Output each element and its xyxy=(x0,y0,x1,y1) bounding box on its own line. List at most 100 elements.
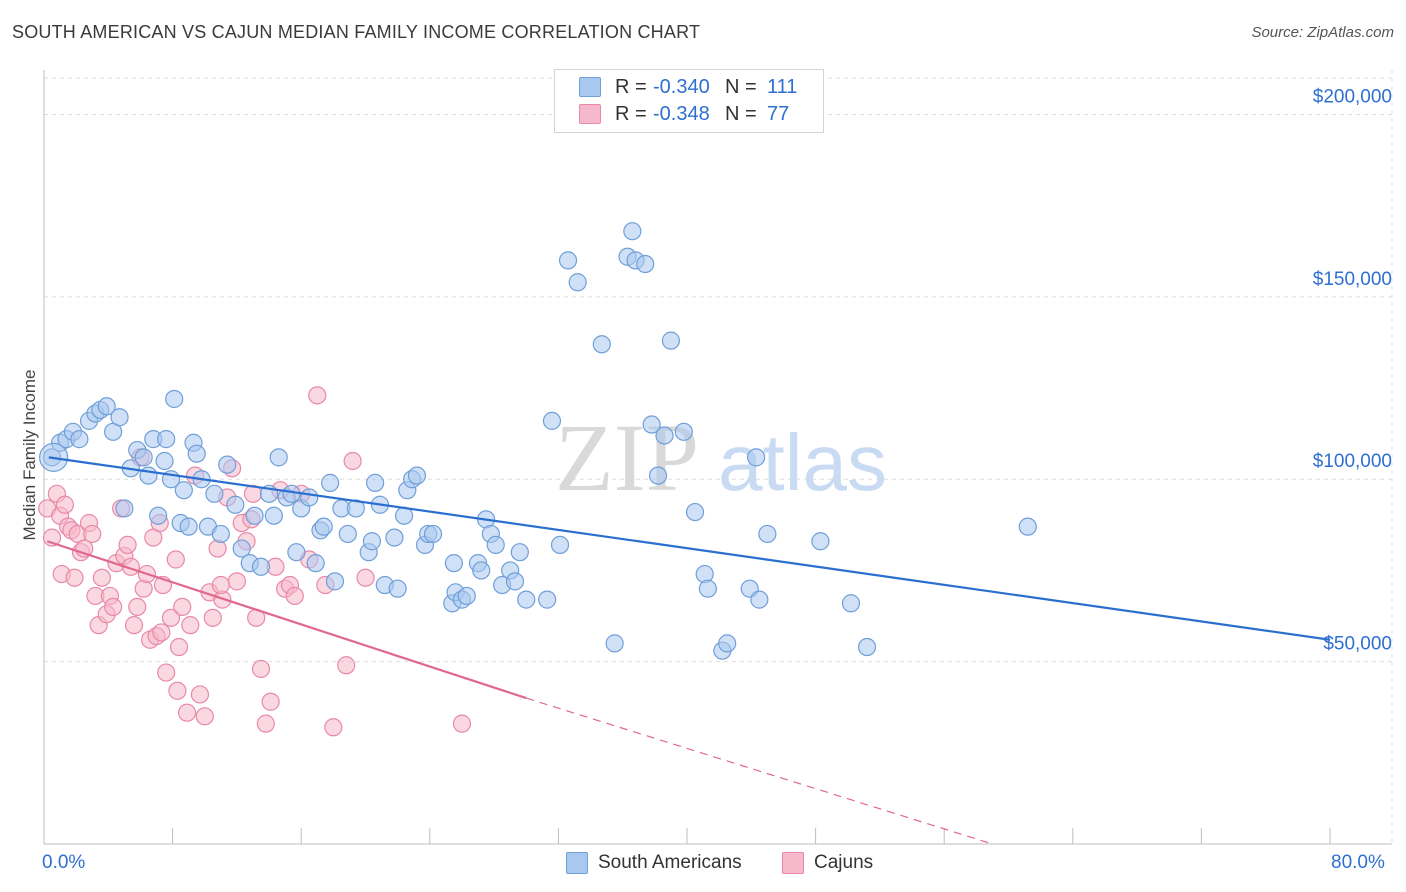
south-american-point xyxy=(321,473,340,492)
watermark-atlas: atlas xyxy=(718,418,887,507)
x-tick-label-start: 0.0% xyxy=(42,852,86,873)
cajun-point xyxy=(181,616,200,635)
stats-row-cajuns: R = -0.348 N = 77 xyxy=(579,101,789,127)
cajun-point xyxy=(211,575,230,595)
south-american-point xyxy=(517,590,536,609)
south-american-point xyxy=(205,484,224,503)
x-tick-label-end: 80.0% xyxy=(1331,852,1385,873)
south-american-point xyxy=(232,539,251,558)
south-american-point xyxy=(642,415,661,434)
y-tick-labels: $50,000 $100,000 $150,000 $200,000 xyxy=(1313,86,1392,654)
south-american-point xyxy=(314,517,333,536)
cajun-point xyxy=(83,524,102,544)
cajun-point xyxy=(308,386,327,405)
south-american-point xyxy=(97,397,116,416)
south-american-point xyxy=(674,422,693,441)
south-american-point xyxy=(362,532,382,551)
cajun-point xyxy=(161,608,181,627)
south-american-point xyxy=(750,590,769,609)
cajun-point xyxy=(118,535,137,554)
r-label: R = xyxy=(615,75,647,98)
chart-title: SOUTH AMERICAN VS CAJUN MEDIAN FAMILY IN… xyxy=(12,22,701,42)
cajun-point xyxy=(124,616,144,635)
y-tick-label: $150,000 xyxy=(1313,269,1392,290)
south-american-point xyxy=(388,579,407,598)
r-value: -0.348 xyxy=(653,102,710,125)
cajun-point xyxy=(55,495,74,514)
south-american-point xyxy=(407,466,427,485)
south-american-point xyxy=(306,554,325,573)
south-american-point xyxy=(251,557,271,576)
south-american-point xyxy=(623,222,642,241)
blue-swatch xyxy=(579,77,601,97)
south-american-point xyxy=(698,579,717,598)
gridlines xyxy=(44,70,1393,844)
cajun-point xyxy=(285,586,304,606)
cajun-point xyxy=(173,597,192,617)
pink-swatch xyxy=(782,852,804,874)
watermark-zip: ZIP xyxy=(555,404,699,511)
cajuns-trend-line xyxy=(46,540,527,700)
south-american-point xyxy=(346,499,365,518)
south-american-point xyxy=(718,634,737,653)
south-americans-trend-line xyxy=(48,456,1331,641)
south-american-point xyxy=(747,448,766,467)
south-american-point xyxy=(245,506,264,525)
pink-swatch xyxy=(579,104,601,124)
south-american-point xyxy=(568,273,587,292)
cajun-point xyxy=(452,714,472,733)
cajun-point xyxy=(166,550,185,569)
cajuns-trend-extension xyxy=(526,697,993,845)
cajun-point xyxy=(190,685,210,704)
south-american-point xyxy=(300,488,319,507)
cajun-point xyxy=(157,663,176,682)
south-american-point xyxy=(366,473,385,492)
south-american-point xyxy=(538,590,557,609)
legend-item-south-americans[interactable]: South Americans xyxy=(566,852,742,874)
cajun-point xyxy=(227,572,246,591)
south-american-point xyxy=(226,495,245,514)
cajuns-points xyxy=(38,386,472,737)
south-american-point xyxy=(661,331,681,350)
y-tick-label: $100,000 xyxy=(1313,451,1392,472)
y-tick-label: $50,000 xyxy=(1323,634,1392,655)
legend-item-cajuns[interactable]: Cajuns xyxy=(782,852,873,874)
south-american-point xyxy=(70,430,89,449)
south-american-point xyxy=(550,535,570,554)
cajun-point xyxy=(169,637,189,657)
legend-label: Cajuns xyxy=(814,852,874,873)
south-american-point xyxy=(486,535,505,554)
n-value: 111 xyxy=(767,75,798,98)
south-american-point xyxy=(269,448,288,467)
south-american-point xyxy=(592,335,611,354)
south-american-point xyxy=(558,251,578,270)
cajun-point xyxy=(251,659,271,679)
south-american-point xyxy=(648,466,668,485)
south-american-point xyxy=(505,572,525,591)
south-american-point xyxy=(655,426,674,445)
south-american-point xyxy=(444,554,464,573)
cajun-point xyxy=(104,597,123,617)
south-american-point xyxy=(179,517,198,536)
trend-lines xyxy=(46,456,1331,845)
south-american-point xyxy=(115,499,134,518)
south-american-point xyxy=(605,634,624,653)
south-american-point xyxy=(174,481,193,500)
south-american-point xyxy=(287,543,306,562)
south-american-point xyxy=(1018,517,1037,536)
south-american-point xyxy=(264,506,283,525)
cajun-point xyxy=(65,568,84,587)
r-label: R = xyxy=(615,102,647,125)
cajun-point xyxy=(337,656,356,675)
stats-row-south-americans: R = -0.340 N = 111 xyxy=(579,74,797,100)
n-label: N = xyxy=(725,102,757,125)
cajun-point xyxy=(177,703,197,722)
n-value: 77 xyxy=(767,102,790,125)
south-american-point xyxy=(685,502,705,522)
cajun-point xyxy=(128,597,147,617)
cajun-point xyxy=(168,681,187,700)
south-american-point xyxy=(110,408,129,427)
south-american-point xyxy=(211,524,230,544)
cajun-point xyxy=(92,568,111,587)
